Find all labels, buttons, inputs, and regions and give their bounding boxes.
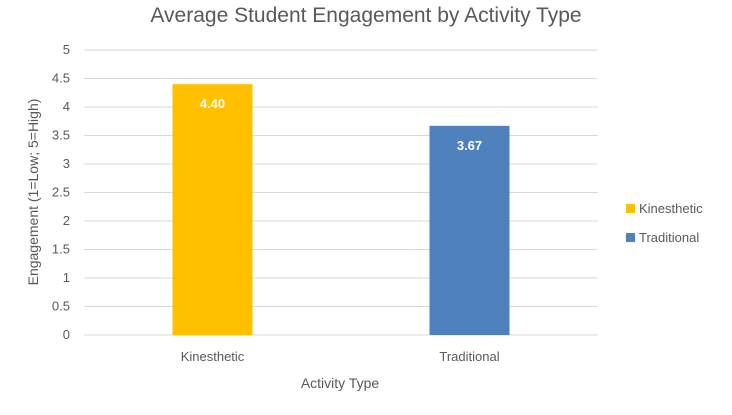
gridlines [84, 50, 598, 307]
x-axis-title: Activity Type [301, 375, 380, 391]
y-axis-title: Engagement (1=Low; 5=High) [25, 99, 41, 286]
x-tick-label-kinesthetic: Kinesthetic [181, 349, 245, 364]
legend: Kinesthetic Traditional [626, 201, 703, 245]
chart-title: Average Student Engagement by Activity T… [150, 4, 581, 27]
x-axis-ticks: Kinesthetic Traditional [181, 349, 500, 364]
y-axis-ticks: 0 0.5 1 1.5 2 2.5 3 3.5 4 4.5 5 [52, 42, 70, 342]
y-tick-label-8: 4 [63, 99, 70, 114]
bar-traditional [430, 126, 510, 335]
y-tick-label-0: 0 [63, 327, 70, 342]
data-label-kinesthetic: 4.40 [200, 96, 225, 111]
data-label-traditional: 3.67 [457, 138, 482, 153]
y-tick-label-7: 3.5 [52, 128, 70, 143]
y-tick-label-9: 4.5 [52, 71, 70, 86]
legend-label-traditional: Traditional [639, 230, 699, 245]
y-tick-label-2: 1 [63, 270, 70, 285]
y-tick-label-1: 0.5 [52, 299, 70, 314]
bar-kinesthetic [173, 84, 253, 335]
legend-swatch-kinesthetic [626, 204, 635, 213]
y-tick-label-5: 2.5 [52, 185, 70, 200]
y-tick-label-3: 1.5 [52, 242, 70, 257]
legend-swatch-traditional [626, 233, 635, 242]
legend-label-kinesthetic: Kinesthetic [639, 201, 703, 216]
y-tick-label-4: 2 [63, 213, 70, 228]
y-tick-label-6: 3 [63, 156, 70, 171]
x-tick-label-traditional: Traditional [439, 349, 499, 364]
bars [173, 84, 510, 335]
y-tick-label-10: 5 [63, 42, 70, 57]
